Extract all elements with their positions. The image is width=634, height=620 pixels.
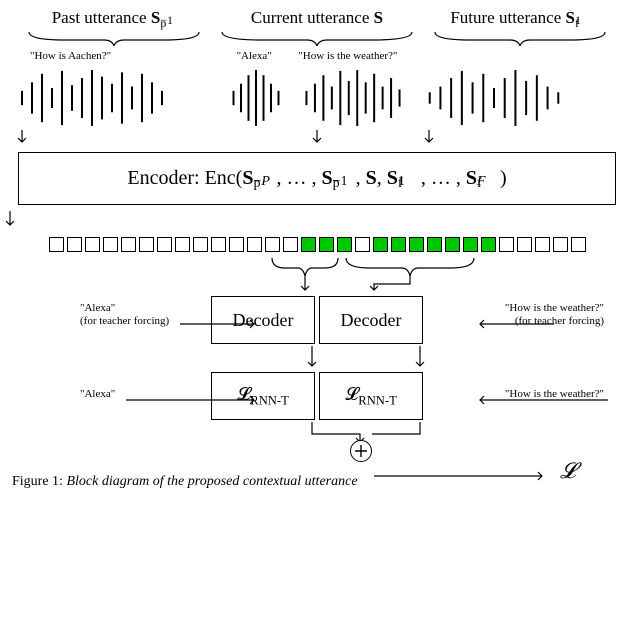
- future-title-text: Future utterance S: [450, 8, 575, 27]
- past-wave-slot: [12, 68, 215, 148]
- loss-left-side: "Alexa": [80, 388, 115, 401]
- encoder-square: [49, 237, 64, 252]
- current-brace: [217, 30, 417, 46]
- brace-right-decoder: [344, 256, 476, 296]
- current-text-left: "Alexa": [237, 50, 272, 62]
- encoder-square: [391, 237, 406, 252]
- future-wave-slot: [419, 68, 622, 148]
- decoder-right-side-label: "How is the weather?" (for teacher forci…: [505, 302, 604, 328]
- past-waveform: [12, 68, 172, 128]
- decoder-right-label: Decoder: [341, 310, 402, 331]
- encoder-square: [193, 237, 208, 252]
- current-utterance-col: Current utterance S "Alexa" "How is the …: [215, 8, 418, 62]
- encoder-square: [463, 237, 478, 252]
- encoder-square: [139, 237, 154, 252]
- encoder-square: [553, 237, 568, 252]
- loss-left-arrow-in: [124, 394, 260, 406]
- encoder-square: [283, 237, 298, 252]
- encoder-label: Encoder: Enc(Sp−P , … , Sp−1 , S, Sf1 , …: [127, 167, 506, 189]
- future-arrow-down: [419, 128, 439, 148]
- past-sub: −1: [160, 13, 173, 28]
- plus-combiner: ⊕: [350, 440, 372, 462]
- current-waveform-a: [226, 68, 286, 128]
- decoder-right-side-top: "How is the weather?": [505, 302, 604, 315]
- final-loss-symbol: 𝓛: [560, 458, 576, 484]
- past-utterance-col: Past utterance Sp−1 "How is Aachen?": [12, 8, 215, 62]
- current-text-right: "How is the weather?": [298, 50, 397, 62]
- future-utterance-col: Future utterance Sf1: [419, 8, 622, 62]
- encoder-square: [535, 237, 550, 252]
- past-arrow-down: [12, 128, 32, 148]
- encoder-square: [571, 237, 586, 252]
- encoder-square: [211, 237, 226, 252]
- figure-container: Past utterance Sp−1 "How is Aachen?" Cur…: [0, 0, 634, 620]
- encoder-square: [319, 237, 334, 252]
- encoder-square: [427, 237, 442, 252]
- past-title-text: Past utterance S: [52, 8, 161, 27]
- encoder-square: [265, 237, 280, 252]
- brace-left-decoder: [270, 256, 340, 296]
- loss-right-box: 𝓛RNN-T: [319, 372, 423, 420]
- current-utt-texts: "Alexa" "How is the weather?": [215, 50, 418, 62]
- arrow-down-icon: [0, 209, 20, 231]
- encoder-output-squares: [0, 235, 634, 254]
- past-utt-text: "How is Aachen?": [12, 50, 215, 62]
- current-title: Current utterance S: [215, 8, 418, 28]
- encoder-square: [301, 237, 316, 252]
- dec-right-down-arrow: [410, 344, 430, 372]
- encoder-square: [157, 237, 172, 252]
- decoder-right-side-bottom: (for teacher forcing): [505, 315, 604, 328]
- decoder-left-side-label: "Alexa" (for teacher forcing): [80, 302, 169, 328]
- encoder-square: [355, 237, 370, 252]
- encoder-square: [85, 237, 100, 252]
- encoder-square: [481, 237, 496, 252]
- decoder-row: "Alexa" (for teacher forcing) Decoder De…: [0, 296, 634, 344]
- encoder-box: Encoder: Enc(Sp−P , … , Sp−1 , S, Sf1 , …: [18, 152, 616, 205]
- final-loss-arrow: [372, 470, 552, 482]
- loss-right-label: 𝓛RNN-T: [345, 384, 397, 409]
- waveforms-row: [0, 62, 634, 148]
- encoder-square: [103, 237, 118, 252]
- encoder-square: [337, 237, 352, 252]
- decoder-right-box: Decoder: [319, 296, 423, 344]
- encoder-square: [445, 237, 460, 252]
- combiner-row: ⊕ 𝓛: [0, 440, 634, 462]
- past-brace: [24, 30, 204, 46]
- encoder-square: [517, 237, 532, 252]
- encoder-square: [499, 237, 514, 252]
- encoder-square: [373, 237, 388, 252]
- current-waveform-b: [298, 68, 408, 128]
- caption-text: Block diagram of the proposed contextual…: [66, 474, 357, 489]
- encoder-square: [67, 237, 82, 252]
- encoder-square: [121, 237, 136, 252]
- decoder-left-arrow-in: [178, 318, 260, 330]
- dec-left-down-arrow: [302, 344, 322, 372]
- loss-right-side: "How is the weather?": [505, 388, 604, 401]
- decoder-left-side-bottom: (for teacher forcing): [80, 315, 169, 328]
- past-title: Past utterance Sp−1: [12, 8, 215, 28]
- encoder-square: [175, 237, 190, 252]
- future-waveform: [419, 68, 569, 128]
- current-arrow-down: [307, 128, 327, 148]
- decoder-left-side-top: "Alexa": [80, 302, 169, 315]
- encoder-square: [229, 237, 244, 252]
- current-title-text: Current utterance S: [251, 8, 383, 27]
- loss-row: "Alexa" 𝓛RNN-T 𝓛RNN-T "How is the weathe…: [0, 372, 634, 420]
- current-wave-slot: [215, 68, 418, 148]
- encoder-out-arrow: [0, 209, 634, 231]
- future-brace: [430, 30, 610, 46]
- encoder-square: [409, 237, 424, 252]
- caption-prefix: Figure 1:: [12, 474, 63, 489]
- encoder-square: [247, 237, 262, 252]
- future-title: Future utterance Sf1: [419, 8, 622, 28]
- utterance-titles-row: Past utterance Sp−1 "How is Aachen?" Cur…: [0, 0, 634, 62]
- plus-icon: [354, 444, 368, 458]
- future-sub: 1: [575, 13, 581, 28]
